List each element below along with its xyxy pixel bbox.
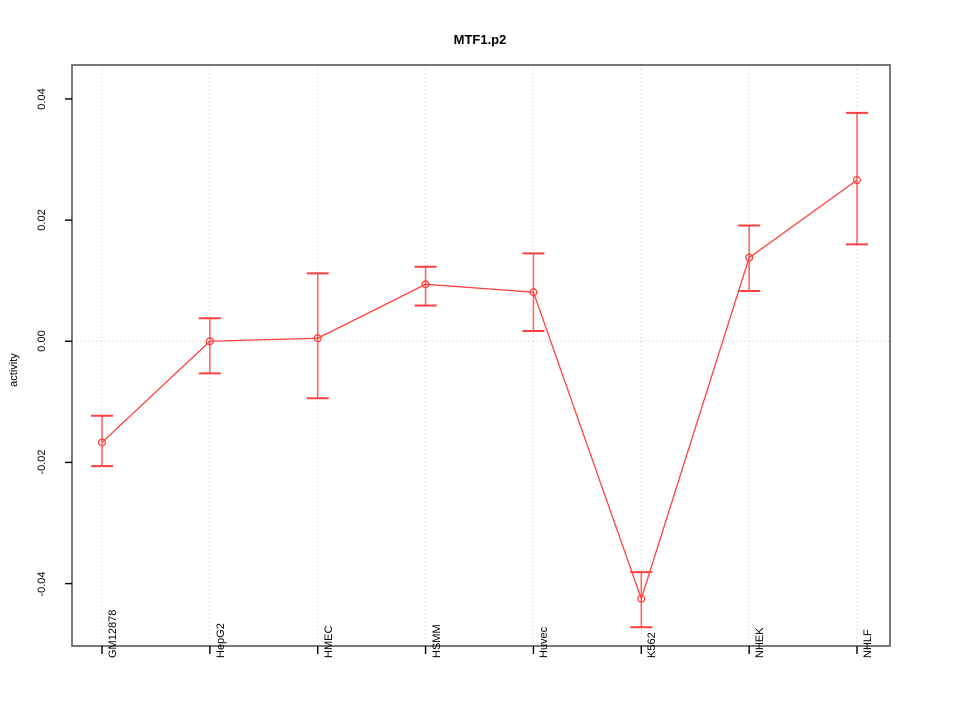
x-tick-label: HMEC	[322, 625, 335, 658]
y-tick-label: 0.02	[36, 209, 48, 231]
x-tick-label: NHEK	[754, 627, 767, 658]
error-bars-group	[91, 111, 868, 629]
x-tick-label: HSMM	[430, 624, 443, 658]
data-point-markers	[97, 176, 862, 603]
x-tick-label: K562	[646, 632, 659, 658]
y-tick-label: -0.02	[36, 449, 48, 475]
x-tick-label: NHLF	[862, 629, 874, 658]
y-tick-label: 0.00	[36, 330, 48, 352]
x-tick-label: GM12878	[107, 609, 119, 658]
y-tick-marks	[65, 98, 72, 585]
x-tick-label: HepG2	[214, 623, 227, 658]
plot-frame	[71, 64, 891, 647]
x-tick-label: Huvec	[538, 626, 551, 658]
y-tick-label: -0.04	[36, 571, 48, 597]
y-tick-label: 0.04	[36, 88, 48, 110]
page-title: MTF1.p2	[453, 32, 507, 47]
series-line	[101, 179, 858, 601]
x-tick-marks	[101, 646, 858, 654]
